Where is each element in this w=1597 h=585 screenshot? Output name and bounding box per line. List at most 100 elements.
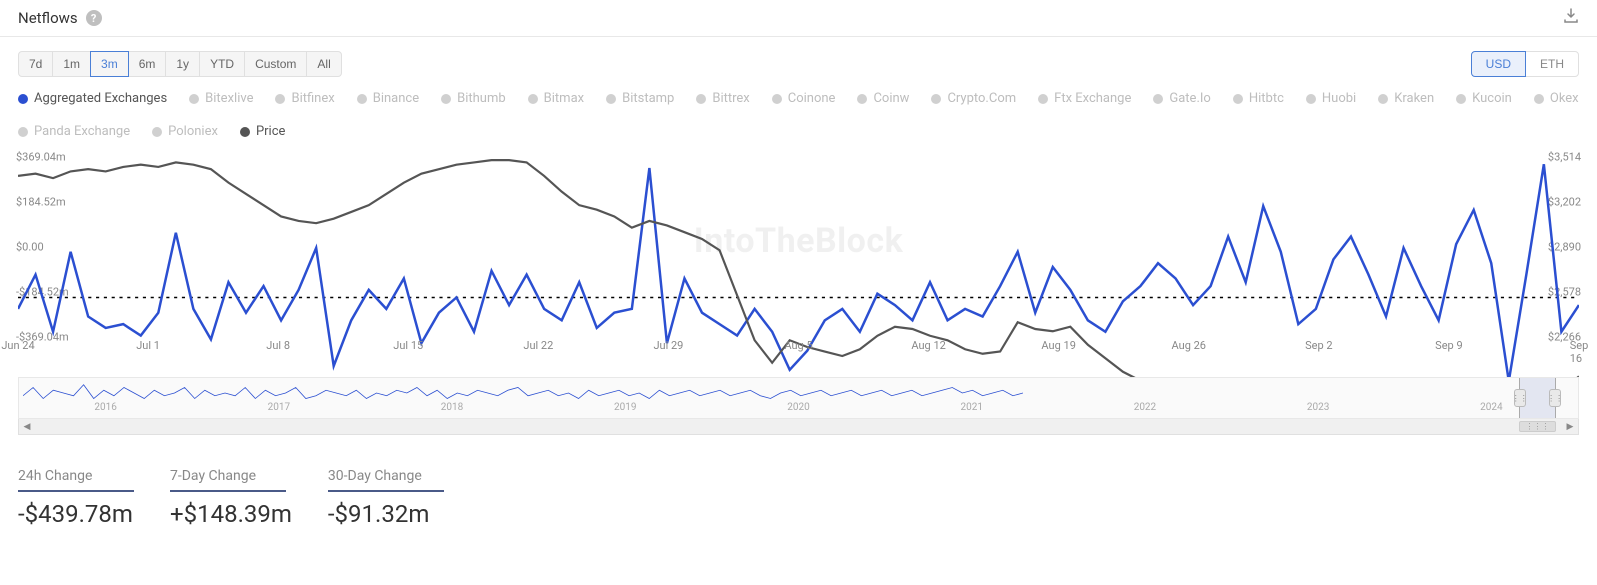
scroll-left-icon[interactable]: ◀: [19, 419, 35, 434]
download-icon[interactable]: [1563, 8, 1579, 28]
legend-dot-icon: [528, 94, 538, 104]
stat-block: 30-Day Change-$91.32m: [328, 465, 444, 528]
title-wrap: Netflows ?: [18, 9, 102, 27]
x-tick: Aug 12: [911, 339, 945, 352]
navigator-years: 201620172018201920202021202220232024: [19, 402, 1578, 416]
legend-item[interactable]: Kraken: [1378, 91, 1434, 106]
legend-label: Bitstamp: [622, 91, 674, 106]
legend-item[interactable]: Coinw: [857, 91, 909, 106]
x-tick: Jul 15: [393, 339, 423, 352]
legend-label: Poloniex: [168, 124, 218, 139]
navigator-year: 2018: [441, 402, 463, 413]
legend-label: Ftx Exchange: [1054, 91, 1131, 106]
navigator-year: 2021: [960, 402, 982, 413]
legend-item[interactable]: Okex: [1534, 91, 1579, 106]
legend-label: Kucoin: [1472, 91, 1512, 106]
navigator-selection[interactable]: ⋮⋮ ⋮⋮: [1519, 378, 1556, 418]
x-tick: Jul 8: [266, 339, 290, 352]
legend-label: Coinone: [788, 91, 836, 106]
currency-usd[interactable]: USD: [1471, 51, 1526, 77]
legend-dot-icon: [240, 127, 250, 137]
legend-dot-icon: [152, 127, 162, 137]
legend-item[interactable]: Hitbtc: [1233, 91, 1284, 106]
legend-dot-icon: [441, 94, 451, 104]
x-tick: Aug 19: [1041, 339, 1075, 352]
legend-dot-icon: [1306, 94, 1316, 104]
timerange-1m[interactable]: 1m: [52, 51, 91, 77]
scroll-right-icon[interactable]: ▶: [1562, 419, 1578, 434]
legend-item[interactable]: Bitstamp: [606, 91, 674, 106]
navigator-year: 2020: [787, 402, 809, 413]
legend-item[interactable]: Bithumb: [441, 91, 506, 106]
legend-item[interactable]: Poloniex: [152, 124, 218, 139]
scroll-thumb[interactable]: ⋮⋮⋮: [1519, 421, 1556, 432]
legend-dot-icon: [357, 94, 367, 104]
help-icon[interactable]: ?: [86, 10, 102, 26]
x-tick: Sep 2: [1305, 339, 1332, 352]
legend-item[interactable]: Panda Exchange: [18, 124, 130, 139]
timerange-all[interactable]: All: [306, 51, 341, 77]
timerange-7d[interactable]: 7d: [18, 51, 53, 77]
navigator-year: 2024: [1480, 402, 1502, 413]
legend-item[interactable]: Bitexlive: [189, 91, 253, 106]
currency-group: USDETH: [1471, 51, 1579, 77]
x-tick: Aug 26: [1172, 339, 1206, 352]
legend-item[interactable]: Price: [240, 124, 285, 139]
x-tick: Jul 29: [653, 339, 683, 352]
stat-block: 24h Change-$439.78m: [18, 465, 134, 528]
legend-label: Bitexlive: [205, 91, 253, 106]
navigator-handle-right[interactable]: ⋮⋮: [1549, 389, 1561, 407]
legend-dot-icon: [606, 94, 616, 104]
legend: Aggregated Exchanges Bitexlive Bitfinex Bin…: [0, 87, 1597, 149]
legend-item[interactable]: Aggregated Exchanges: [18, 91, 167, 106]
stat-block: 7-Day Change+$148.39m: [170, 465, 292, 528]
legend-dot-icon: [857, 94, 867, 104]
time-range-group: 7d1m3m6m1yYTDCustomAll: [18, 51, 342, 77]
legend-item[interactable]: Binance: [357, 91, 419, 106]
legend-dot-icon: [1233, 94, 1243, 104]
legend-label: Bithumb: [457, 91, 506, 106]
page-title: Netflows: [18, 9, 78, 27]
legend-label: Gate.Io: [1169, 91, 1210, 106]
legend-item[interactable]: Gate.Io: [1153, 91, 1210, 106]
stat-value: -$91.32m: [328, 500, 444, 528]
legend-item[interactable]: Crypto.Com: [931, 91, 1016, 106]
legend-item[interactable]: Ftx Exchange: [1038, 91, 1131, 106]
timerange-1y[interactable]: 1y: [165, 51, 200, 77]
legend-item[interactable]: Huobi: [1306, 91, 1356, 106]
legend-label: Panda Exchange: [34, 124, 130, 139]
legend-label: Okex: [1550, 91, 1579, 106]
main-chart[interactable]: IntoTheBlock $369.04m$184.52m$0.00-$184.…: [18, 157, 1579, 357]
legend-dot-icon: [275, 94, 285, 104]
x-tick: Jul 22: [523, 339, 553, 352]
legend-label: Bitmax: [544, 91, 584, 106]
legend-item[interactable]: Bitmax: [528, 91, 584, 106]
navigator-handle-left[interactable]: ⋮⋮: [1514, 389, 1526, 407]
navigator-year: 2017: [268, 402, 290, 413]
navigator-year: 2019: [614, 402, 636, 413]
legend-dot-icon: [772, 94, 782, 104]
legend-item[interactable]: Bitfinex: [275, 91, 334, 106]
legend-dot-icon: [1378, 94, 1388, 104]
legend-item[interactable]: Coinone: [772, 91, 836, 106]
legend-item[interactable]: Bittrex: [696, 91, 749, 106]
legend-label: Hitbtc: [1249, 91, 1284, 106]
x-tick: Aug 5: [784, 339, 812, 352]
x-tick: Sep 9: [1435, 339, 1462, 352]
legend-item[interactable]: Kucoin: [1456, 91, 1512, 106]
timerange-ytd[interactable]: YTD: [199, 51, 245, 77]
legend-label: Coinw: [873, 91, 909, 106]
stat-label: 7-Day Change: [170, 468, 286, 492]
legend-label: Bittrex: [712, 91, 749, 106]
timerange-6m[interactable]: 6m: [128, 51, 167, 77]
navigator-scrollbar[interactable]: ◀ ▶ ⋮⋮⋮: [18, 419, 1579, 435]
legend-dot-icon: [189, 94, 199, 104]
legend-label: Price: [256, 124, 285, 139]
currency-eth[interactable]: ETH: [1525, 51, 1579, 77]
x-tick: Jun 24: [1, 339, 34, 352]
timerange-custom[interactable]: Custom: [244, 51, 307, 77]
x-tick: Jul 1: [136, 339, 160, 352]
navigator[interactable]: 201620172018201920202021202220232024 ⋮⋮ …: [18, 377, 1579, 419]
timerange-3m[interactable]: 3m: [90, 51, 129, 77]
stat-label: 24h Change: [18, 468, 134, 492]
